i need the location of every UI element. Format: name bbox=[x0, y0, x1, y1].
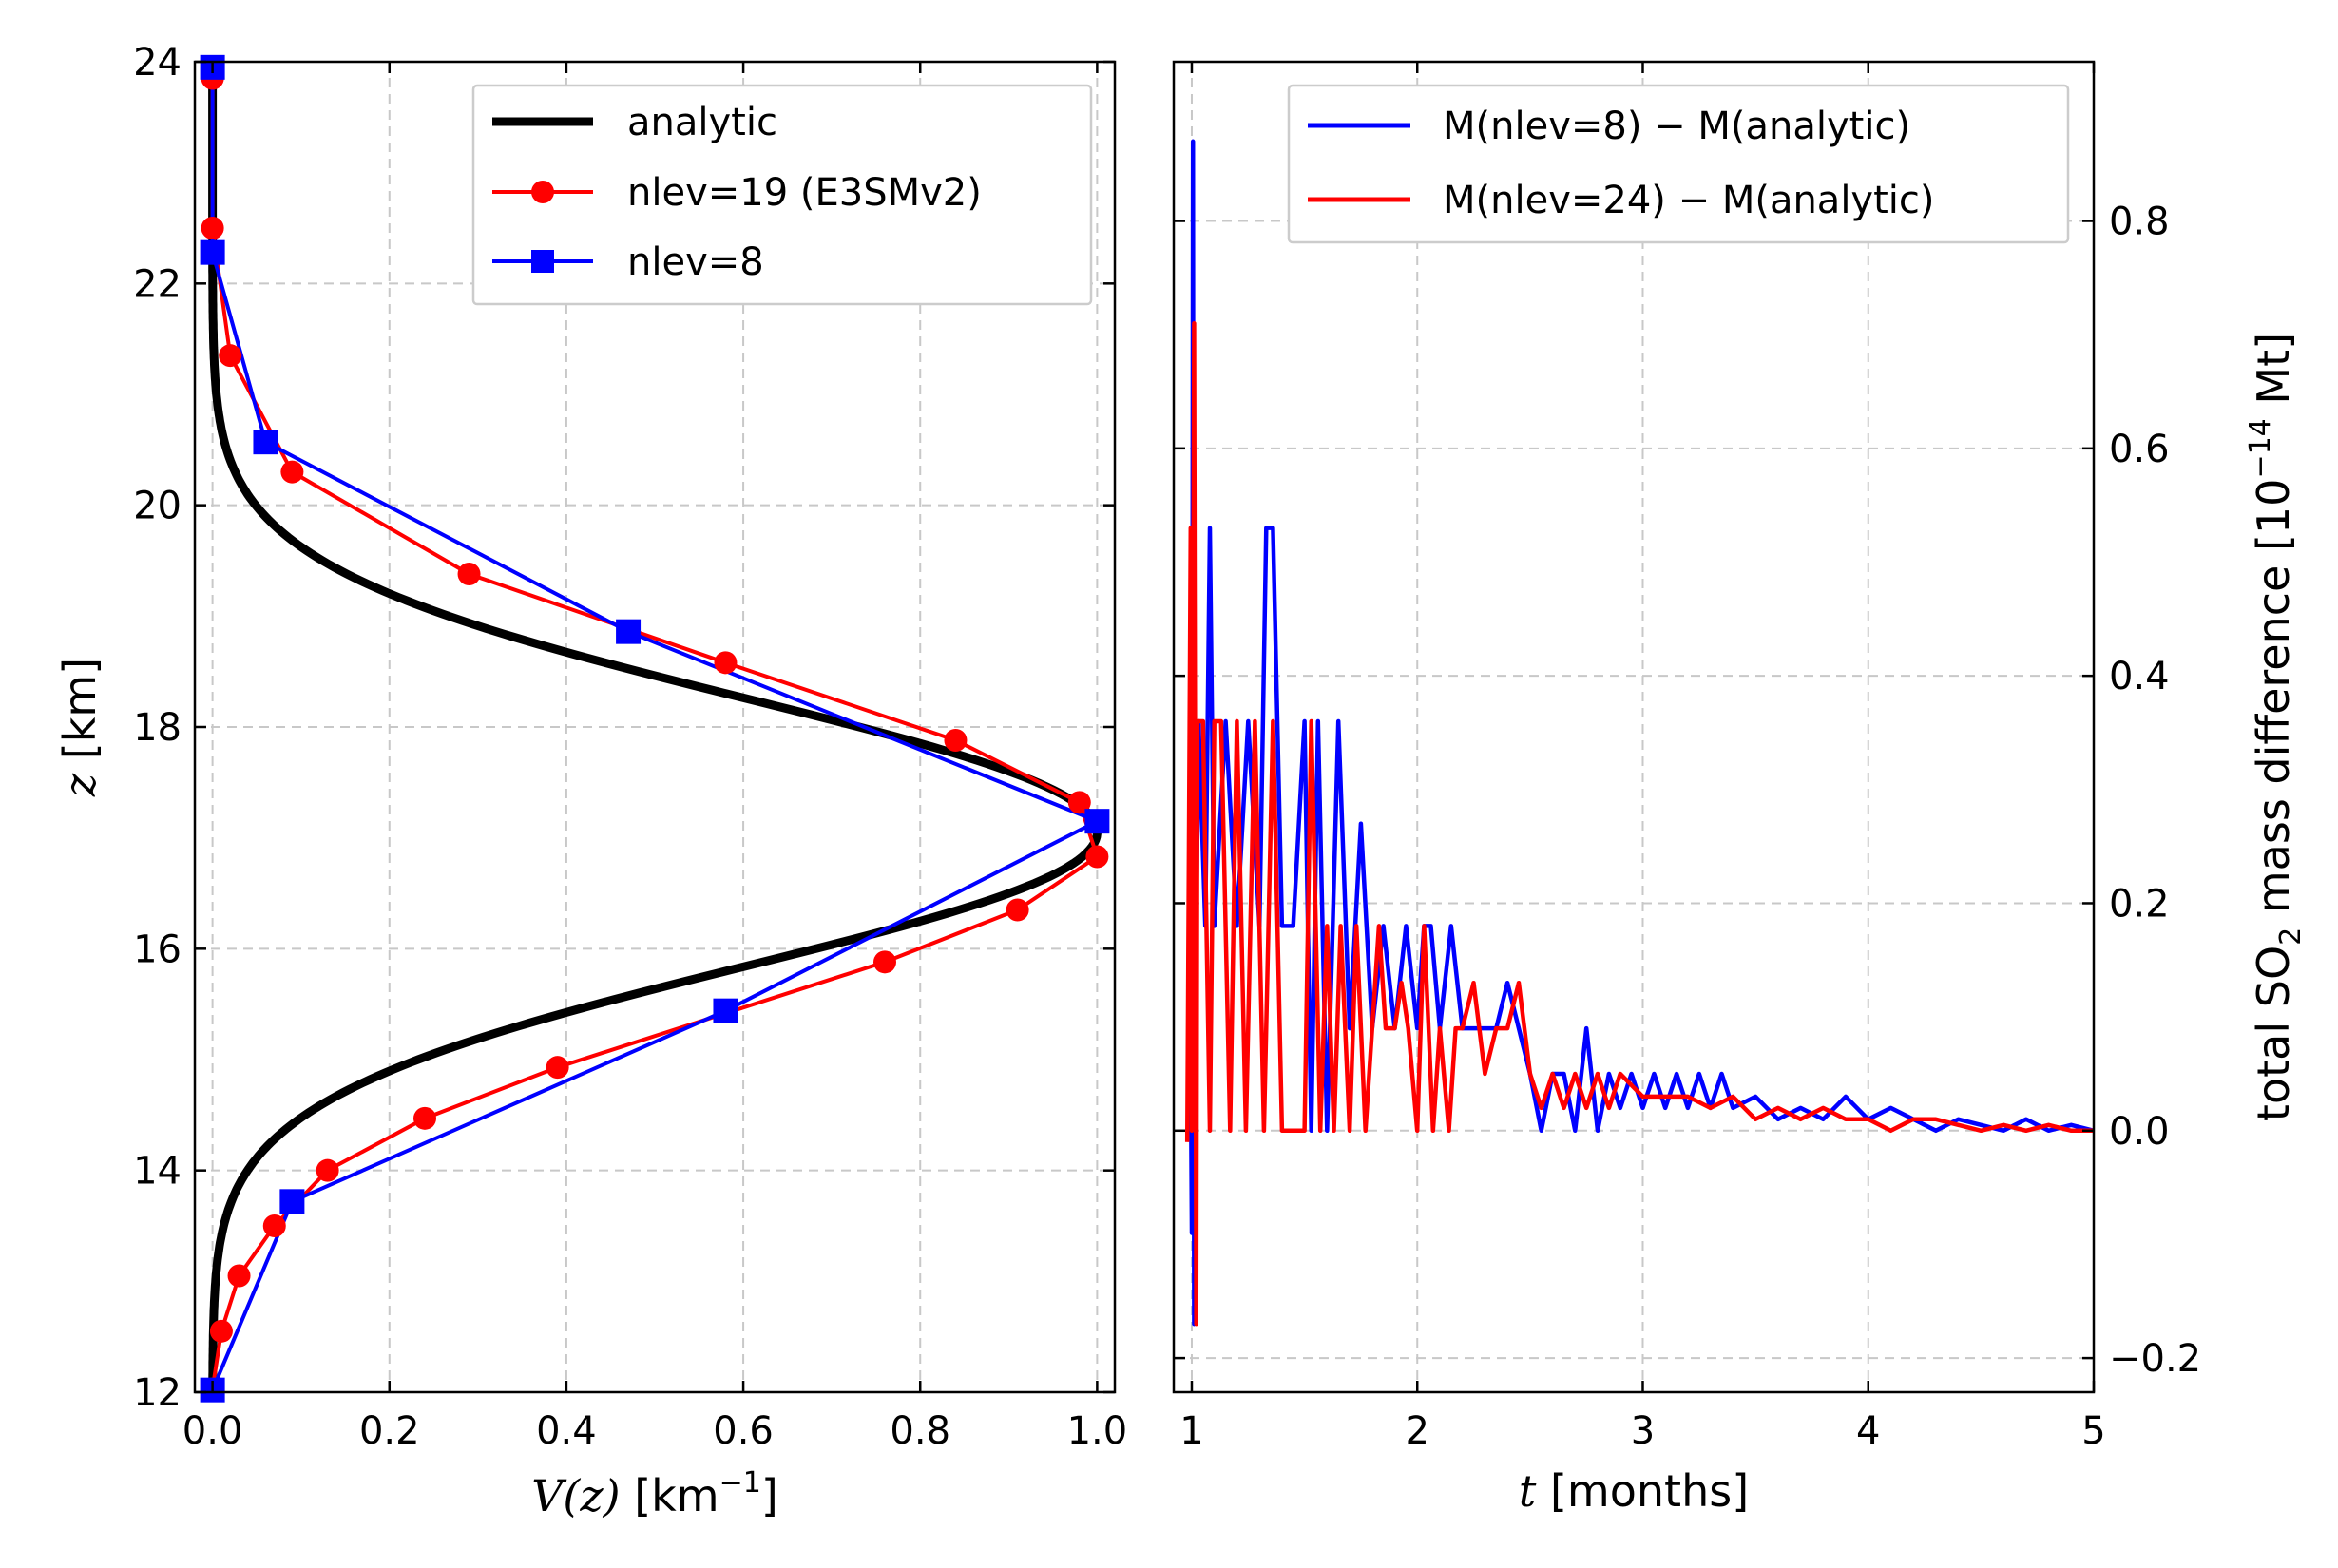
right-series-group bbox=[1184, 139, 2095, 1327]
point-nlev19 bbox=[219, 344, 242, 368]
left-panel-profile: 0.0 0.2 0.4 0.6 0.8 1.0 12 14 16 18 20 22 24 V(z) [k… bbox=[54, 41, 1127, 1521]
series-line-nlev24-diff bbox=[1184, 320, 2094, 1327]
legend-label-analytic: analytic bbox=[627, 101, 777, 144]
point-nlev19 bbox=[944, 729, 968, 752]
l-xtick-label: 0.2 bbox=[359, 1409, 420, 1453]
legend-marker-nlev8 bbox=[531, 250, 554, 273]
right-ylabel-post: Mt] bbox=[2248, 333, 2299, 418]
point-nlev19 bbox=[201, 217, 224, 239]
right-x-axis-label: t [months] bbox=[1519, 1465, 1749, 1517]
point-nlev19 bbox=[457, 563, 481, 585]
right-ticks: 1 2 3 4 5−0.2 0.0 0.2 0.4 0.6 0.8 bbox=[1174, 62, 2201, 1453]
point-nlev8 bbox=[253, 430, 278, 455]
l-xtick-label: 1.0 bbox=[1067, 1409, 1128, 1453]
r-xtick-label: 5 bbox=[2081, 1409, 2105, 1453]
right-ylabel-mid: mass difference [10 bbox=[2248, 479, 2299, 927]
right-ylabel-sup: −14 bbox=[2244, 418, 2277, 478]
legend-label-nlev19: nlev=19 (E3SMv2) bbox=[627, 171, 982, 215]
left-ylabel-var: z bbox=[54, 773, 105, 797]
l-ytick-label: 22 bbox=[133, 262, 182, 306]
point-nlev19 bbox=[714, 651, 738, 675]
left-ticks: 0.0 0.2 0.4 0.6 0.8 1.0 12 14 16 18 20 22 24 bbox=[133, 41, 1127, 1453]
legend-label-nlev8-diff: M(nlev=8) − M(analytic) bbox=[1443, 105, 1910, 148]
right-legend: M(nlev=8) − M(analytic) M(nlev=24) − M(a… bbox=[1287, 84, 2070, 244]
l-ytick-label: 24 bbox=[133, 41, 182, 85]
point-nlev19 bbox=[1067, 791, 1091, 814]
r-xtick-label: 4 bbox=[1856, 1409, 1880, 1453]
left-x-axis-label: V(z) [km−1] bbox=[531, 1466, 778, 1521]
point-nlev8 bbox=[616, 619, 642, 644]
point-nlev8 bbox=[279, 1189, 305, 1214]
left-legend: analytic nlev=19 (E3SMv2) nlev=8 bbox=[471, 84, 1093, 306]
r-ytick-label: 0.8 bbox=[2109, 201, 2170, 244]
r-xtick-label: 1 bbox=[1179, 1409, 1203, 1453]
legend-label-nlev8: nlev=8 bbox=[627, 240, 764, 284]
left-legend-box bbox=[471, 84, 1093, 306]
r-ytick-label: −0.2 bbox=[2109, 1337, 2201, 1381]
right-ylabel-sub: 2 bbox=[2274, 927, 2308, 946]
r-ytick-label: 0.2 bbox=[2109, 882, 2170, 926]
point-nlev19 bbox=[413, 1106, 436, 1130]
right-xlabel-var: t bbox=[1519, 1465, 1537, 1517]
point-nlev19 bbox=[209, 1319, 233, 1343]
r-ytick-label: 0.0 bbox=[2109, 1110, 2170, 1154]
point-nlev19 bbox=[227, 1264, 251, 1288]
point-nlev8 bbox=[1084, 809, 1110, 834]
left-ylabel-unit: [km] bbox=[54, 658, 105, 759]
point-nlev8 bbox=[713, 998, 738, 1023]
right-y-axis-label: total SO2 mass difference [10−14 Mt] bbox=[2244, 333, 2308, 1121]
right-panel-mass-difference: 1 2 3 4 5−0.2 0.0 0.2 0.4 0.6 0.8 t [months] tota… bbox=[1172, 60, 2308, 1517]
point-nlev8 bbox=[200, 239, 225, 265]
right-plot-frame bbox=[1172, 60, 2096, 1394]
point-nlev19 bbox=[262, 1214, 286, 1237]
l-ytick-label: 18 bbox=[133, 706, 182, 750]
left-xlabel-sup: −1 bbox=[719, 1466, 761, 1500]
right-legend-box bbox=[1287, 84, 2070, 244]
point-nlev19 bbox=[873, 950, 896, 974]
left-xlabel-var: V(z) bbox=[531, 1470, 620, 1521]
l-xtick-label: 0.4 bbox=[536, 1409, 597, 1453]
left-y-axis-label: z [km] bbox=[54, 658, 105, 797]
l-ytick-label: 12 bbox=[133, 1371, 182, 1415]
series-line-nlev8 bbox=[210, 67, 1102, 1391]
right-ylabel-pre: total SO bbox=[2248, 946, 2299, 1121]
point-nlev19 bbox=[316, 1158, 339, 1182]
l-ytick-label: 14 bbox=[133, 1150, 182, 1194]
point-nlev19 bbox=[546, 1056, 569, 1080]
left-xlabel-unit: [km bbox=[634, 1470, 719, 1521]
legend-marker-nlev19 bbox=[531, 181, 554, 203]
point-nlev19 bbox=[1085, 845, 1109, 869]
r-ytick-label: 0.4 bbox=[2109, 655, 2170, 698]
l-xtick-label: 0.0 bbox=[182, 1409, 243, 1453]
legend-label-nlev24-diff: M(nlev=24) − M(analytic) bbox=[1443, 179, 1935, 222]
point-nlev19 bbox=[1006, 898, 1029, 922]
left-series-group bbox=[200, 54, 1110, 1403]
l-ytick-label: 20 bbox=[133, 485, 182, 528]
right-xlabel-unit: [months] bbox=[1550, 1465, 1749, 1517]
left-xlabel-close: ] bbox=[761, 1470, 778, 1521]
r-xtick-label: 3 bbox=[1631, 1409, 1655, 1453]
point-nlev19 bbox=[280, 460, 304, 484]
r-ytick-label: 0.6 bbox=[2109, 428, 2170, 471]
l-xtick-label: 0.8 bbox=[890, 1409, 950, 1453]
series-line-nlev8-diff bbox=[1187, 139, 2095, 1327]
r-xtick-label: 2 bbox=[1406, 1409, 1429, 1453]
l-xtick-label: 0.6 bbox=[713, 1409, 774, 1453]
l-ytick-label: 16 bbox=[133, 927, 182, 971]
